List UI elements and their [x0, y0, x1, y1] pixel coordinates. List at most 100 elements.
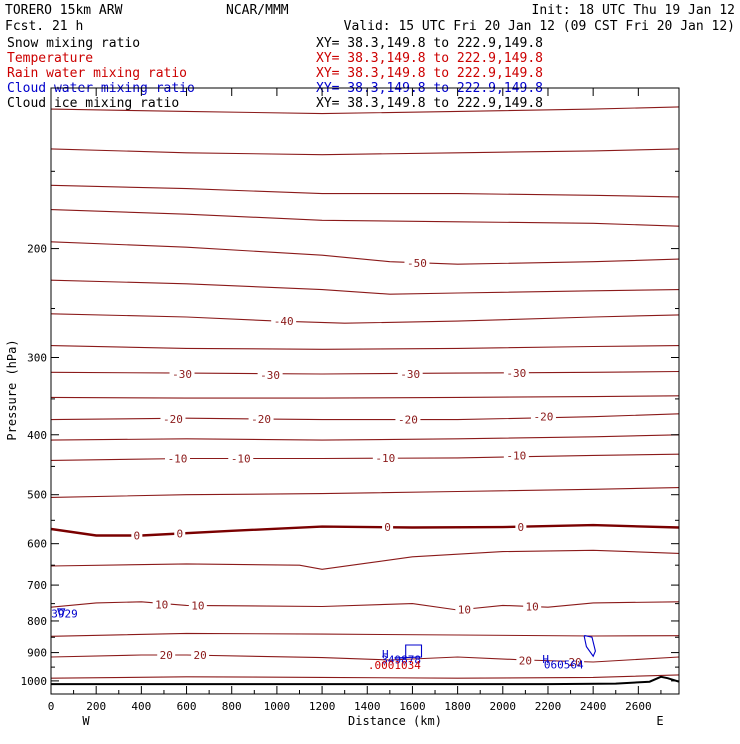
legend-label: Rain water mixing ratio	[7, 66, 187, 81]
x-tick-label: 2400	[580, 700, 607, 713]
contour-label-bg	[566, 655, 585, 668]
y-axis-title: Pressure (hPa)	[5, 339, 19, 440]
contour-label-bg	[516, 654, 535, 667]
y-tick-label: 800	[27, 615, 47, 628]
x-axis-title: Distance (km)	[348, 714, 442, 728]
isotherm-line	[51, 523, 679, 537]
isotherm-label: -10	[506, 449, 526, 462]
legend-xy: XY= 38.3,149.8 to 222.9,149.8	[316, 36, 543, 51]
value-annotation: 349878	[381, 653, 421, 666]
center-title: NCAR/MMM	[226, 3, 289, 18]
contour-label-bg	[152, 598, 171, 611]
isotherm-label: -30	[260, 369, 280, 382]
value-annotation: 060564	[544, 659, 584, 672]
legend-xy: XY= 38.3,149.8 to 222.9,149.8	[316, 96, 543, 111]
contour-label-bg	[191, 648, 210, 661]
isotherm-label: 20	[193, 649, 206, 662]
isotherm-label: 10	[191, 599, 204, 612]
isotherm-label: -30	[506, 367, 526, 380]
y-tick-label: 400	[27, 429, 47, 442]
legend-label: Temperature	[7, 51, 93, 66]
contour-label-bg	[271, 315, 297, 328]
contour-label-bg	[397, 367, 423, 380]
contour-layer: -50 -40 -30 -30 -30 -30 -20 -20 -20 -20 -10 -10 -10 -…	[51, 106, 679, 686]
x-tick-label: 2600	[625, 700, 652, 713]
cloud-water-contour	[583, 635, 596, 658]
isotherm-line	[51, 487, 679, 498]
y-tick-label: 600	[27, 538, 47, 551]
contour-label-bg	[503, 449, 529, 462]
y-tick-label: 900	[27, 647, 47, 660]
isotherm-line	[51, 434, 679, 441]
high-marker: H	[542, 653, 549, 666]
isotherm-label: 0	[176, 528, 183, 541]
model-title: TORERO 15km ARW	[5, 3, 123, 18]
value-annotation: 3929	[51, 607, 78, 620]
x-tick-label: 2000	[490, 700, 517, 713]
contour-label-bg	[382, 521, 394, 534]
contour-label-bg	[404, 256, 430, 269]
x-tick-label: 2200	[535, 700, 562, 713]
terrain-line	[51, 675, 679, 686]
isotherm-label: 10	[155, 598, 168, 611]
plot-frame	[50, 87, 680, 695]
contour-label-bg	[257, 368, 283, 381]
contour-label-bg	[174, 527, 186, 540]
contour-label-bg	[188, 599, 207, 612]
west-label: W	[82, 714, 90, 728]
legend-label: Cloud ice mixing ratio	[7, 96, 179, 111]
isotherm-label: -20	[398, 414, 418, 427]
isotherm-line	[51, 209, 679, 227]
isotherm-line	[51, 601, 679, 611]
isotherm-line	[51, 184, 679, 198]
contour-label-bg	[228, 452, 254, 465]
legend-label: Snow mixing ratio	[7, 36, 140, 51]
isotherm-line	[51, 632, 679, 637]
isotherm-line	[51, 148, 679, 156]
y-tick-label: 500	[27, 489, 47, 502]
isotherm-label: 10	[526, 600, 539, 613]
x-tick-label: 1800	[444, 700, 471, 713]
x-tick-label: 1200	[309, 700, 336, 713]
forecast-hour: Fcst. 21 h	[5, 19, 83, 34]
isotherm-line	[51, 279, 679, 295]
isotherm-line	[51, 370, 679, 375]
contour-label-bg	[515, 521, 527, 534]
contour-label-bg	[523, 600, 542, 613]
contour-label-bg	[160, 412, 186, 425]
x-tick-label: 0	[48, 700, 55, 713]
isotherm-label: -30	[400, 368, 420, 381]
isotherm-line	[51, 674, 679, 679]
isotherm-label: 20	[160, 649, 173, 662]
value-annotation: .0001034	[368, 659, 421, 672]
legend-xy: XY= 38.3,149.8 to 222.9,149.8	[316, 51, 543, 66]
isotherm-line	[51, 549, 679, 570]
isotherm-label: 20	[568, 656, 581, 669]
isotherm-label: -10	[168, 453, 188, 466]
contour-label-bg	[395, 413, 421, 426]
y-tick-label: 200	[27, 243, 47, 256]
isotherm-label: 10	[458, 603, 471, 616]
contour-label-bg	[455, 603, 474, 616]
isotherm-line	[51, 313, 679, 324]
x-tick-label: 600	[177, 700, 197, 713]
y-tick-label: 700	[27, 579, 47, 592]
y-tick-label: 300	[27, 351, 47, 364]
isotherm-line	[51, 106, 679, 115]
cloud-water-contour	[57, 608, 66, 617]
cloud-water-contour	[394, 644, 423, 659]
isotherm-line	[51, 241, 679, 265]
east-label: E	[656, 714, 663, 728]
isotherm-line	[51, 345, 679, 350]
x-tick-label: 400	[131, 700, 151, 713]
isotherm-label: 20	[519, 655, 532, 668]
contour-label-bg	[503, 367, 529, 380]
isotherm-label: 0	[518, 521, 525, 534]
isotherm-label: 0	[384, 521, 391, 534]
init-time: Init: 18 UTC Thu 19 Jan 12	[532, 3, 736, 18]
contour-label-bg	[248, 412, 274, 425]
isotherm-label: -20	[534, 411, 554, 424]
isotherm-label: -20	[251, 413, 271, 426]
